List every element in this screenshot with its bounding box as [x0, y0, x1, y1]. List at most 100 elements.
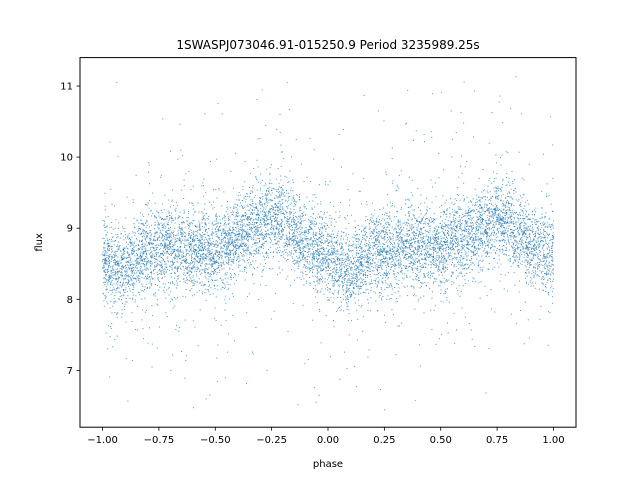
data-point	[192, 236, 194, 238]
data-point	[154, 268, 156, 270]
data-point	[474, 233, 476, 235]
data-point	[168, 234, 170, 236]
data-point	[377, 221, 379, 223]
data-point	[331, 277, 333, 279]
data-point	[232, 249, 234, 251]
data-point	[422, 223, 424, 225]
data-point	[139, 260, 141, 262]
data-point	[387, 234, 389, 236]
data-point	[234, 203, 236, 205]
data-point	[243, 242, 245, 244]
data-point	[220, 288, 222, 290]
data-point	[542, 240, 544, 242]
data-point	[350, 296, 352, 298]
data-point	[132, 297, 134, 299]
data-point	[326, 261, 328, 263]
data-point	[139, 269, 141, 271]
data-point	[250, 199, 252, 201]
data-point	[354, 277, 356, 279]
data-point	[257, 208, 259, 210]
data-point	[290, 237, 292, 239]
data-point	[318, 265, 320, 267]
data-point	[211, 264, 213, 266]
data-point	[350, 262, 352, 264]
data-point	[320, 201, 322, 203]
data-point	[521, 254, 523, 256]
data-point	[276, 206, 278, 208]
data-point	[433, 272, 435, 274]
data-point	[498, 255, 500, 257]
data-point	[474, 346, 476, 348]
data-point	[477, 236, 479, 238]
data-point	[118, 277, 120, 279]
data-point	[112, 256, 114, 258]
data-point	[337, 235, 339, 237]
data-point	[397, 225, 399, 227]
data-point	[514, 251, 516, 253]
data-point	[156, 232, 158, 234]
data-point	[368, 266, 370, 268]
data-point	[156, 210, 158, 212]
data-point	[451, 138, 453, 140]
data-point	[285, 199, 287, 201]
data-point	[378, 221, 380, 223]
data-point	[499, 280, 501, 282]
data-point	[223, 263, 225, 265]
data-point	[309, 221, 311, 223]
data-point	[175, 210, 177, 212]
data-point	[549, 250, 551, 252]
data-point	[361, 230, 363, 232]
data-point	[241, 234, 243, 236]
data-point	[111, 255, 113, 257]
data-point	[365, 261, 367, 263]
data-point	[105, 296, 107, 298]
data-point	[518, 230, 520, 232]
data-point	[464, 231, 466, 233]
data-point	[321, 232, 323, 234]
data-point	[502, 217, 504, 219]
data-point	[261, 205, 263, 207]
data-point	[212, 266, 214, 268]
data-point	[363, 243, 365, 245]
data-point	[466, 237, 468, 239]
data-point	[339, 259, 341, 261]
data-point	[237, 224, 239, 226]
data-point	[102, 247, 104, 249]
data-point	[341, 282, 343, 284]
data-point	[166, 239, 168, 241]
data-point	[456, 212, 458, 214]
data-point	[125, 237, 127, 239]
data-point	[417, 223, 419, 225]
data-point	[119, 260, 121, 262]
data-point	[283, 217, 285, 219]
data-point	[131, 321, 133, 323]
data-point	[105, 286, 107, 288]
data-point	[202, 195, 204, 197]
data-point	[154, 284, 156, 286]
data-point	[466, 268, 468, 270]
data-point	[208, 276, 210, 278]
data-point	[495, 221, 497, 223]
data-point	[254, 231, 256, 233]
data-point	[407, 257, 409, 259]
data-point	[486, 231, 488, 233]
data-point	[464, 235, 466, 237]
data-point	[347, 320, 349, 322]
data-point	[442, 260, 444, 262]
data-point	[157, 226, 159, 228]
data-point	[366, 204, 368, 206]
data-point	[433, 222, 435, 224]
data-point	[503, 233, 505, 235]
data-point	[214, 261, 216, 263]
data-point	[453, 249, 455, 251]
data-point	[395, 255, 397, 257]
data-point	[186, 268, 188, 270]
data-point	[418, 260, 420, 262]
data-point	[174, 218, 176, 220]
data-point	[407, 207, 409, 209]
data-point	[145, 309, 147, 311]
data-point	[543, 266, 545, 268]
data-point	[371, 282, 373, 284]
data-point	[266, 233, 268, 235]
data-point	[164, 269, 166, 271]
